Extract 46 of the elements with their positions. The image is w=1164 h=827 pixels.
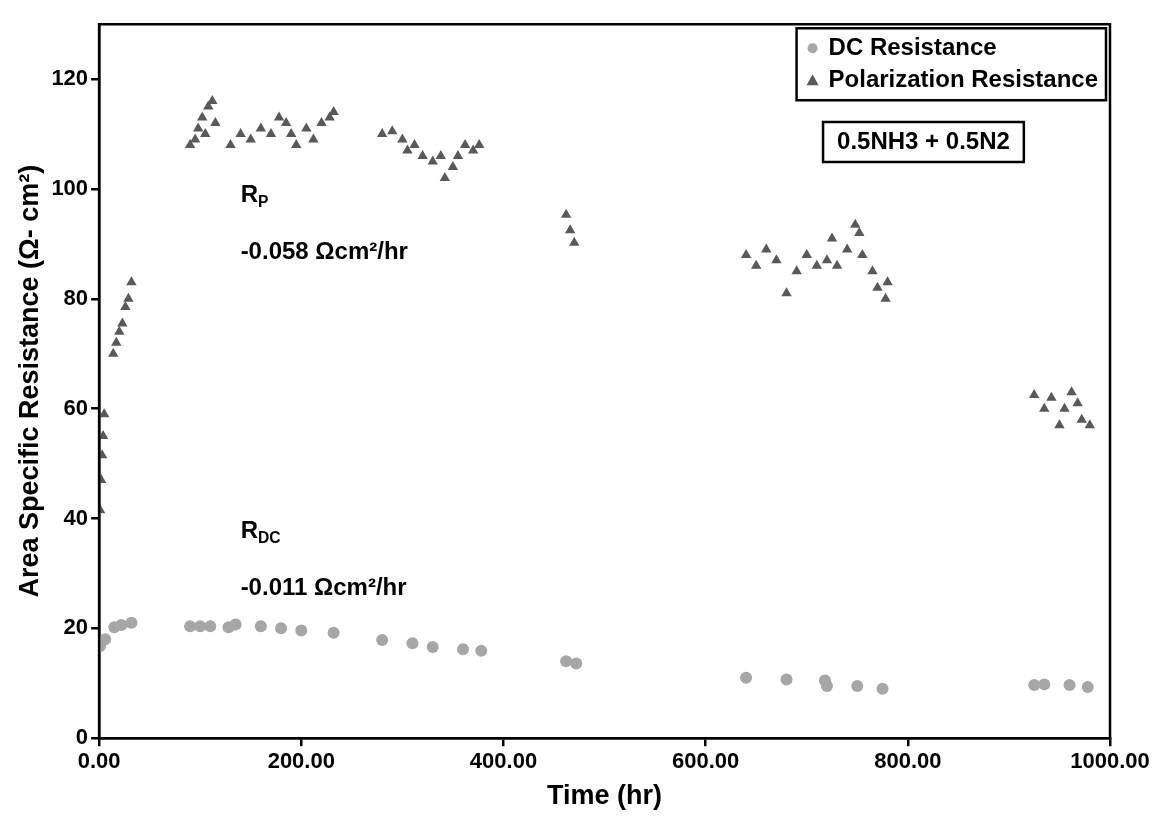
point [295, 624, 308, 637]
annotation: -0.011 Ωcm²/hr [240, 572, 407, 600]
x-tick-label: 600.00 [671, 748, 740, 774]
point [740, 671, 753, 684]
x-tick-label: 0.00 [77, 748, 121, 774]
x-tick-label: 200.00 [267, 748, 335, 774]
x-tick-label: 1000.00 [1070, 748, 1150, 774]
point [194, 620, 207, 633]
annotation: -0.058 Ωcm²/hr [240, 237, 408, 265]
y-tick-label: 60 [63, 394, 89, 420]
point [560, 655, 573, 668]
point [125, 616, 138, 629]
point [426, 641, 439, 654]
point [327, 626, 340, 639]
y-axis-title: Area Specific Resistance (Ω- cm²) [13, 164, 44, 598]
y-tick-label: 120 [51, 65, 89, 91]
point [115, 619, 128, 632]
point [406, 637, 419, 650]
y-tick-label: 100 [51, 175, 89, 201]
point [876, 682, 889, 695]
x-tick-label: 400.00 [469, 748, 538, 774]
point [1063, 678, 1076, 691]
point [475, 644, 488, 657]
point [1028, 678, 1041, 691]
y-tick-label: 80 [63, 284, 89, 310]
x-axis-title: Time (hr) [547, 780, 663, 811]
annotation: 0.5NH3 + 0.5N2 [837, 126, 1010, 154]
point [275, 622, 288, 635]
point [457, 643, 470, 656]
legend-label: DC Resistance [828, 32, 997, 60]
y-tick-label: 40 [63, 504, 89, 530]
point [570, 657, 583, 670]
point [204, 620, 217, 633]
point [229, 618, 242, 631]
point [780, 673, 793, 686]
point [254, 620, 267, 633]
point [1038, 678, 1051, 691]
point [851, 680, 864, 693]
y-tick-label: 20 [63, 614, 89, 640]
y-tick-label: 0 [75, 724, 89, 750]
point [820, 680, 833, 693]
legend-label: Polarization Resistance [828, 64, 1099, 92]
x-tick-label: 800.00 [874, 748, 942, 774]
point [1081, 681, 1094, 694]
point [376, 633, 389, 646]
point [99, 633, 112, 646]
